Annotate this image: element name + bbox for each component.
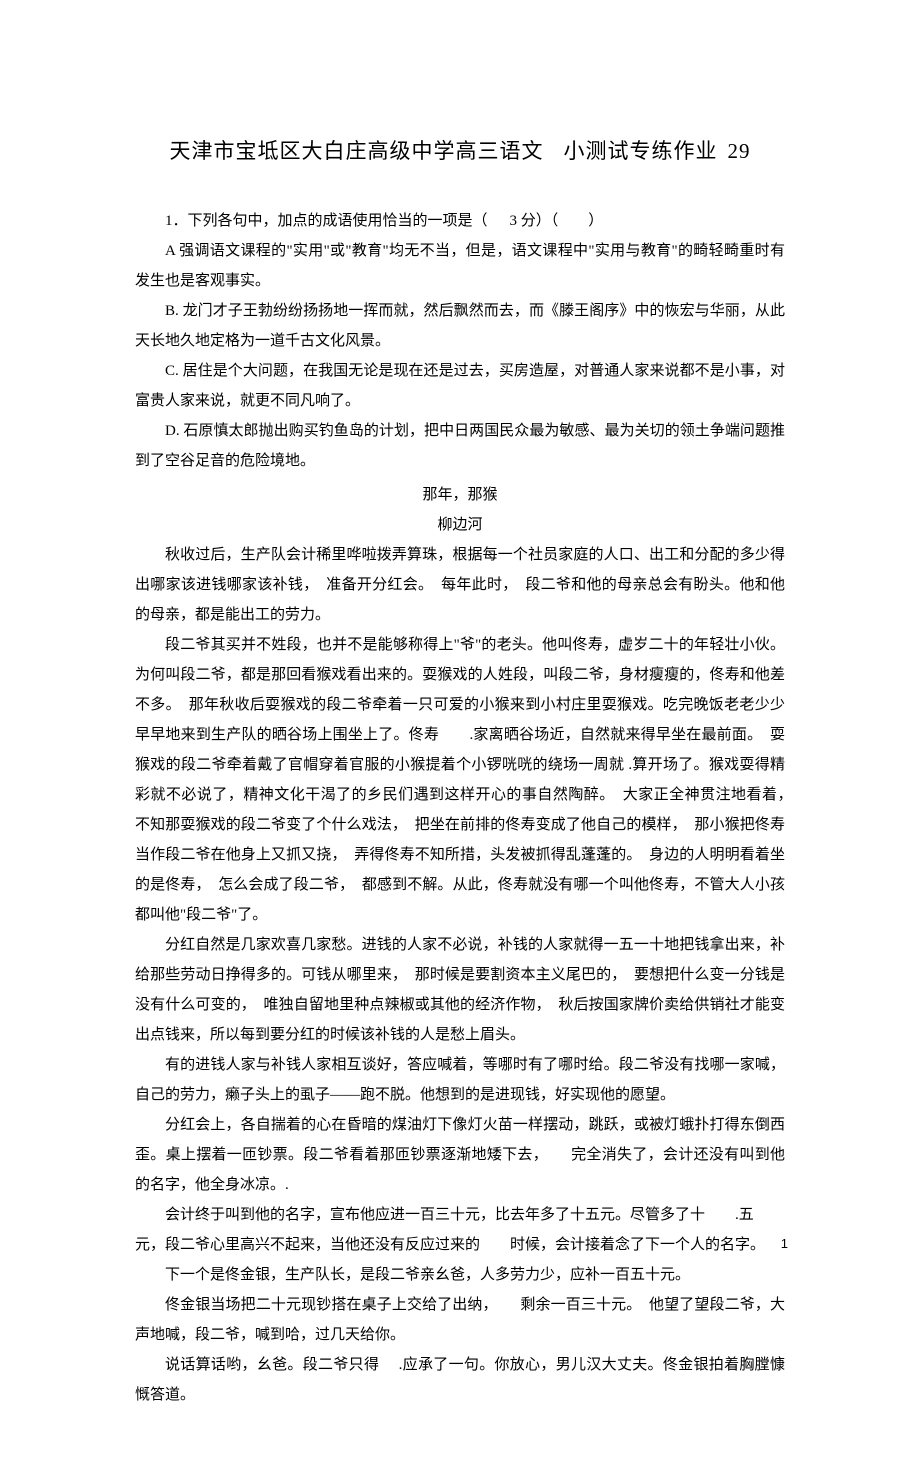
story-p6: 会计终于叫到他的名字，宣布他应进一百三十元，比去年多了十五元。尽管多了十.五 xyxy=(135,1200,785,1230)
story-p8: 佟金银当场把二十元现钞搭在桌子上交给了出纳， 剩余一百三十元。 他望了望段二爷，… xyxy=(135,1290,785,1350)
title-part1: 天津市宝坻区大白庄高级中学高三语文 xyxy=(170,139,544,163)
story-title: 那年，那猴 xyxy=(135,480,785,510)
story-p4: 有的进钱人家与补钱人家相互谈好，答应喊着，等哪时有了哪时给。段二爷没有找哪一家喊… xyxy=(135,1050,785,1110)
story-p9: 说话算话哟，幺爸。段二爷只得 .应承了一句。你放心，男儿汉大丈夫。佟金银拍着胸膛… xyxy=(135,1350,785,1410)
story-p7: 下一个是佟金银，生产队长，是段二爷亲幺爸，人多劳力少，应补一百五十元。 xyxy=(135,1260,785,1290)
story-p1: 秋收过后，生产队会计稀里哗啦拨弄算珠，根据每一个社员家庭的人口、出工和分配的多少… xyxy=(135,540,785,630)
page-title: 天津市宝坻区大白庄高级中学高三语文小测试专练作业 29 xyxy=(135,130,785,172)
title-part2: 小测试专练作业 xyxy=(564,139,718,163)
option-c: C. 居住是个大问题，在我国无论是现在还是过去，买房造屋，对普通人家来说都不是小… xyxy=(135,356,785,416)
title-part3: 29 xyxy=(728,139,751,163)
option-b: B. 龙门才子王勃纷纷扬扬地一挥而就，然后飘然而去，而《滕王阁序》中的恢宏与华丽… xyxy=(135,296,785,356)
story-p5: 分红会上，各自揣着的心在昏暗的煤油灯下像灯火苗一样摆动，跳跃，或被灯蛾扑打得东倒… xyxy=(135,1110,785,1200)
story-author: 柳边河 xyxy=(135,510,785,540)
page-number: 1 xyxy=(781,1236,788,1251)
story-p2: 段二爷其买并不姓段，也并不是能够称得上"爷"的老头。他叫佟寿，虚岁二十的年轻壮小… xyxy=(135,630,785,930)
question-1-stem: 1．下列各句中，加点的成语使用恰当的一项是（3 分）（） xyxy=(135,206,785,236)
option-a: A 强调语文课程的"实用"或"教育"均无不当，但是，语文课程中"实用与教育"的畸… xyxy=(135,236,785,296)
story-p3: 分红自然是几家欢喜几家愁。进钱的人家不必说，补钱的人家就得一五一十地把钱拿出来，… xyxy=(135,930,785,1050)
story-p6c: 元，段二爷心里高兴不起来，当他还没有反应过来的 时候，会计接着念了下一个人的名字… xyxy=(135,1230,785,1260)
option-d: D. 石原慎太郎抛出购买钓鱼岛的计划，把中日两国民众最为敏感、最为关切的领土争端… xyxy=(135,416,785,476)
